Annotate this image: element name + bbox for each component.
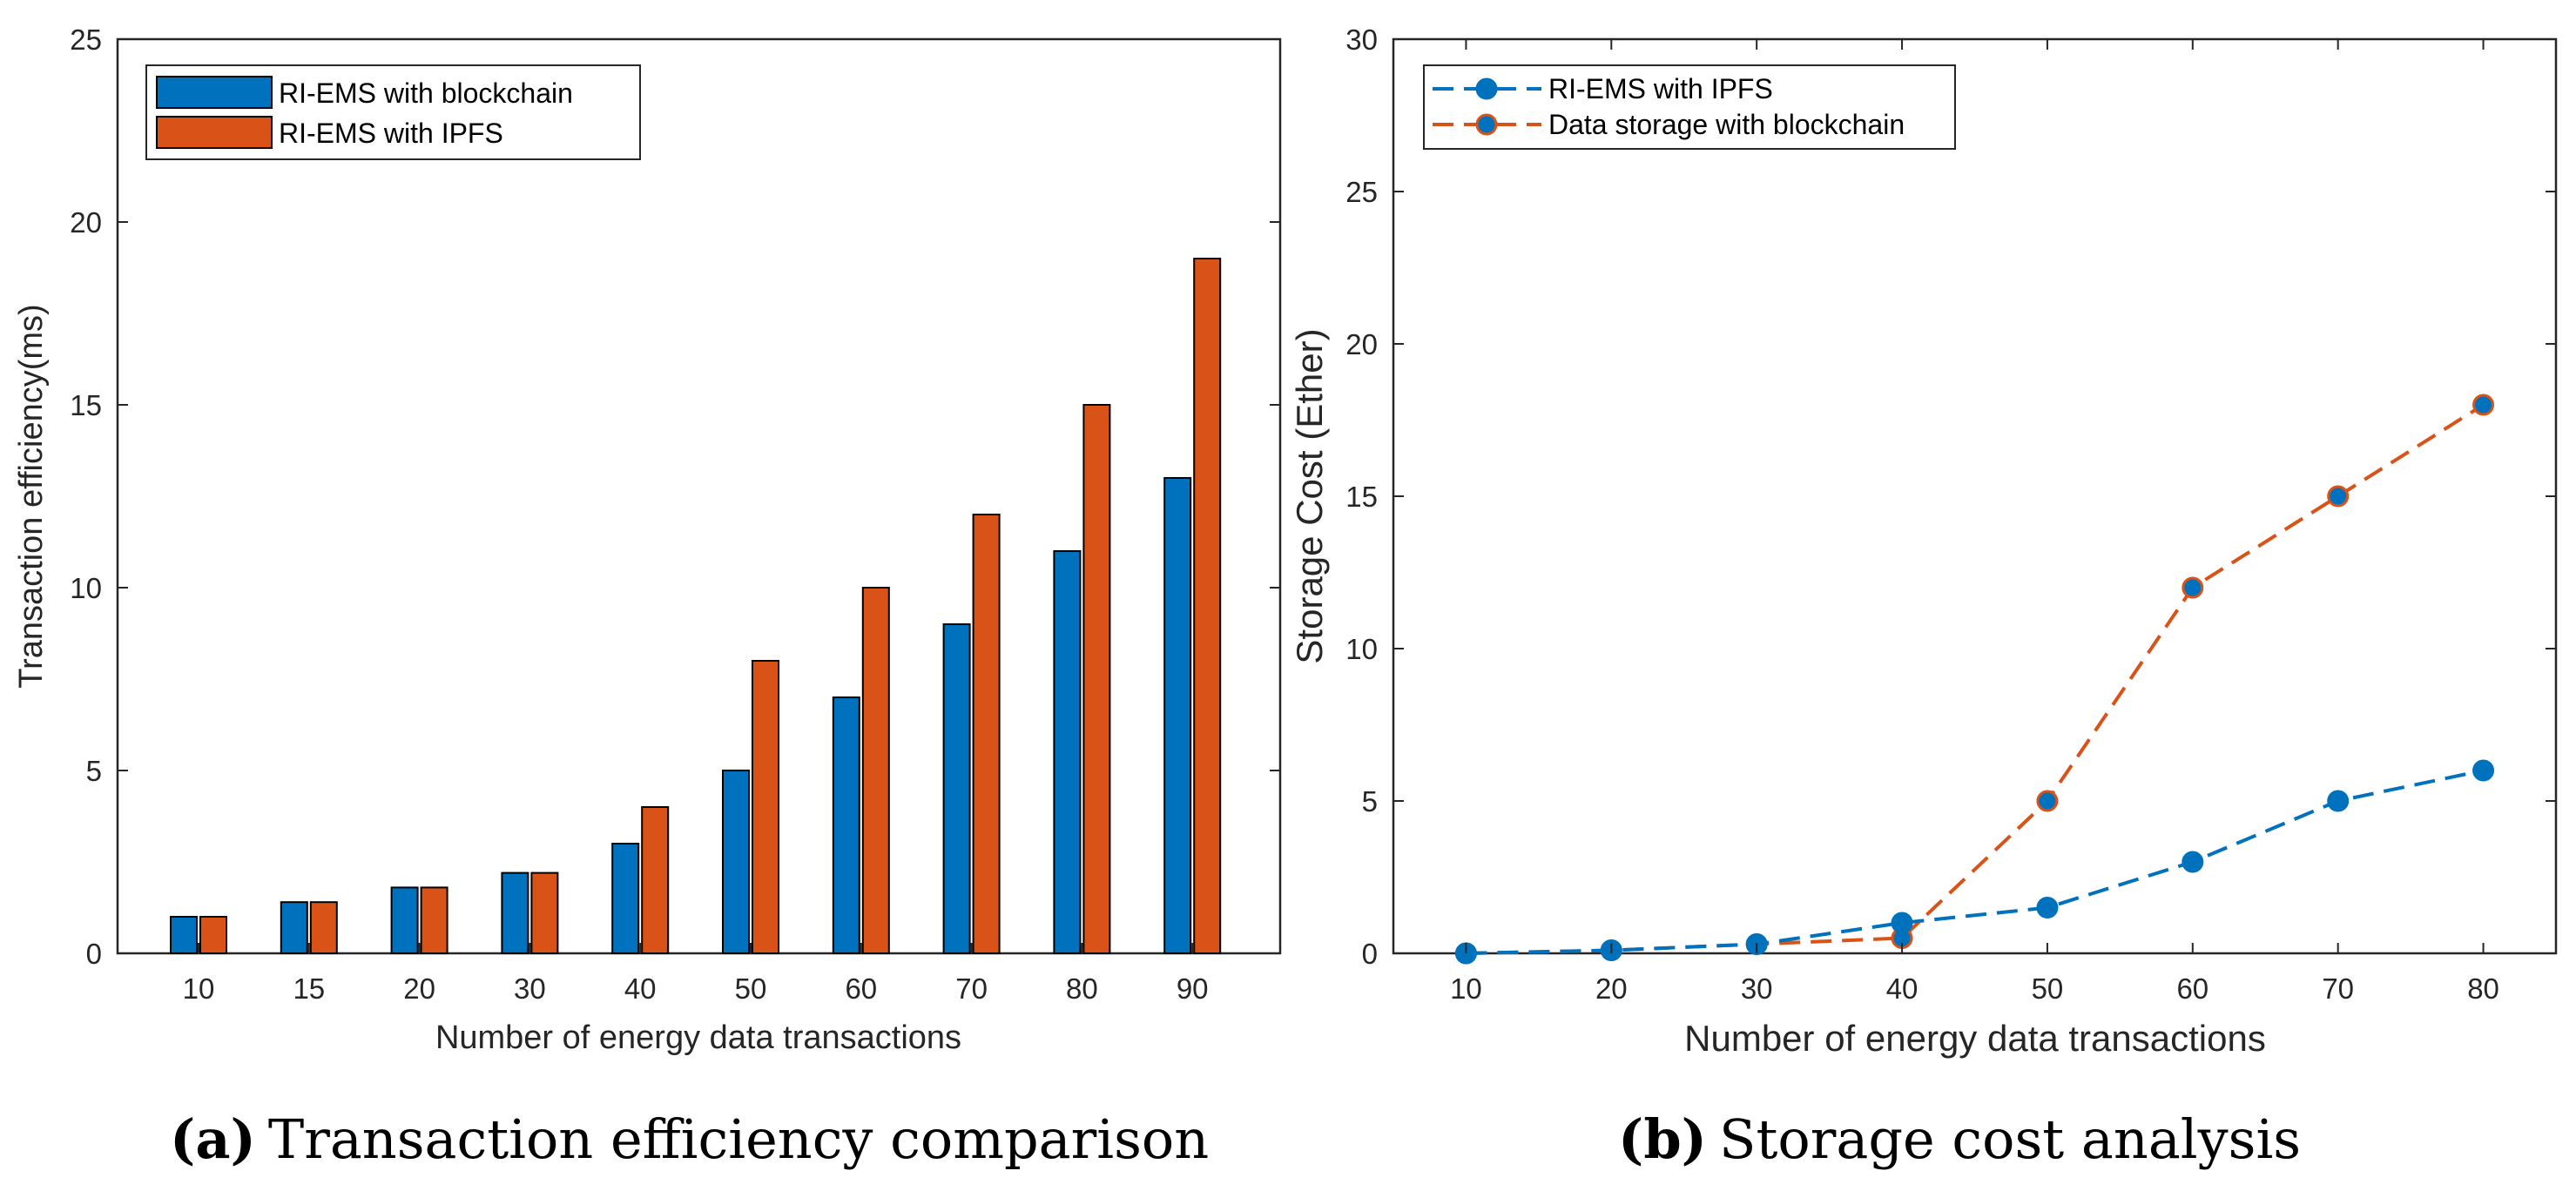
y-tick-label: 5 xyxy=(86,755,102,787)
caption-a-label: (a) xyxy=(170,1107,256,1171)
x-tick-label: 60 xyxy=(845,972,877,1005)
x-tick-label: 20 xyxy=(403,972,435,1005)
x-tick-label: 10 xyxy=(1450,972,1482,1005)
point-ipfs-50 xyxy=(2036,897,2059,918)
y-tick-label: 0 xyxy=(1362,938,1378,970)
legend-b: RI-EMS with IPFS Data storage with block… xyxy=(1423,64,1956,150)
x-tick-label: 80 xyxy=(2467,972,2499,1005)
point-ipfs-70 xyxy=(2327,790,2350,812)
caption-b-label: (b) xyxy=(1618,1107,1707,1171)
x-tick-label: 40 xyxy=(1886,972,1919,1005)
y-axis-label-b: Storage Cost (Ether) xyxy=(1289,328,1330,663)
caption-b: (b) Storage cost analysis xyxy=(1618,1107,2301,1171)
bar-ipfs-70 xyxy=(972,514,1001,954)
legend-a: RI-EMS with blockchain RI-EMS with IPFS xyxy=(145,64,641,160)
bar-ipfs-15 xyxy=(309,901,338,954)
point-ipfs-40 xyxy=(1891,912,1913,934)
x-tick-label: 60 xyxy=(2176,972,2208,1005)
y-tick-label: 10 xyxy=(1345,633,1378,665)
bar-blockchain-20 xyxy=(390,886,419,955)
x-axis-label-b: Number of energy data transactions xyxy=(1684,1018,2266,1059)
point-blockchain-80 xyxy=(2472,394,2495,416)
bar-blockchain-50 xyxy=(722,770,750,954)
point-ipfs-80 xyxy=(2472,759,2495,782)
x-tick-label: 15 xyxy=(293,972,325,1005)
bar-ipfs-90 xyxy=(1193,258,1222,954)
x-tick-label: 70 xyxy=(955,972,988,1005)
x-tick-label: 40 xyxy=(624,972,657,1005)
point-blockchain-50 xyxy=(2036,790,2059,812)
bar-blockchain-15 xyxy=(280,901,308,954)
y-tick-label: 15 xyxy=(70,389,102,421)
legend-label-ipfs-b: RI-EMS with IPFS xyxy=(1548,73,1773,104)
y-tick-label: 15 xyxy=(1345,481,1378,513)
y-tick-label: 10 xyxy=(70,572,102,604)
legend-marker-ipfs xyxy=(1475,77,1498,100)
bar-blockchain-80 xyxy=(1053,550,1082,954)
x-tick-label: 70 xyxy=(2322,972,2354,1005)
svg-text:(a)Transaction efficiency comp: (a) Transaction efficiency comparison xyxy=(170,1107,1209,1171)
y-tick-label: 25 xyxy=(1345,176,1378,208)
legend-marker-blockchain xyxy=(1475,113,1498,136)
bar-ipfs-80 xyxy=(1082,404,1111,954)
series-line-ipfs xyxy=(1466,769,2484,955)
bar-chart-panel: 0 5 10 15 20 25 10 15 20 30 40 50 60 70 80 90 Number o… xyxy=(13,24,1282,1171)
point-ipfs-60 xyxy=(2182,851,2204,873)
legend-swatch-blockchain xyxy=(156,76,273,109)
y-tick-label: 5 xyxy=(1362,785,1378,818)
x-tick-label: 90 xyxy=(1177,972,1209,1005)
x-tick-label: 80 xyxy=(1066,972,1098,1005)
caption-a-text: Transaction efficiency comparison xyxy=(268,1107,1209,1171)
bar-blockchain-30 xyxy=(501,871,529,954)
x-axis-label-a: Number of energy data transactions xyxy=(435,1019,961,1056)
x-tick-label: 50 xyxy=(735,972,767,1005)
point-blockchain-70 xyxy=(2327,485,2350,508)
bar-ipfs-20 xyxy=(420,886,448,955)
caption-b-text: Storage cost analysis xyxy=(1719,1107,2301,1171)
bar-blockchain-60 xyxy=(832,696,860,954)
y-tick-label: 25 xyxy=(70,24,102,56)
bar-ipfs-60 xyxy=(861,587,890,954)
bar-blockchain-10 xyxy=(170,916,198,954)
bar-ipfs-30 xyxy=(530,871,559,954)
legend-label-blockchain-b: Data storage with blockchain xyxy=(1548,109,1905,140)
legend-box-b xyxy=(1423,64,1956,150)
bar-ipfs-10 xyxy=(199,916,227,954)
x-tick-label: 30 xyxy=(1741,972,1773,1005)
point-blockchain-60 xyxy=(2182,576,2204,599)
y-tick-label: 20 xyxy=(1345,328,1378,360)
bar-ipfs-40 xyxy=(641,806,670,954)
bar-ipfs-50 xyxy=(752,660,779,954)
y-tick-label: 20 xyxy=(70,206,102,239)
x-tick-label: 30 xyxy=(514,972,546,1005)
bar-blockchain-70 xyxy=(942,623,971,954)
y-axis-label-a: Transaction efficiency(ms) xyxy=(13,304,50,688)
legend-label-blockchain: RI-EMS with blockchain xyxy=(279,77,573,109)
bar-blockchain-90 xyxy=(1163,477,1192,954)
legend-swatch-ipfs xyxy=(156,116,273,149)
line-chart-panel: 0 5 10 15 20 25 30 10 20 30 40 50 60 70 80 Number of … xyxy=(1289,24,2558,1171)
x-tick-label: 20 xyxy=(1595,972,1628,1005)
y-tick-label: 30 xyxy=(1345,24,1378,56)
caption-a: (a) Transaction efficiency comparison xyxy=(170,1107,1209,1171)
x-tick-label: 50 xyxy=(2032,972,2064,1005)
svg-text:(b)Storage cost analysis: (b) Storage cost analysis xyxy=(1618,1107,2301,1171)
bar-blockchain-40 xyxy=(611,843,640,954)
x-tick-label: 10 xyxy=(183,972,215,1005)
legend-label-ipfs: RI-EMS with IPFS xyxy=(279,118,503,149)
plot-area-b xyxy=(1392,37,2558,955)
y-tick-label: 0 xyxy=(86,938,102,970)
